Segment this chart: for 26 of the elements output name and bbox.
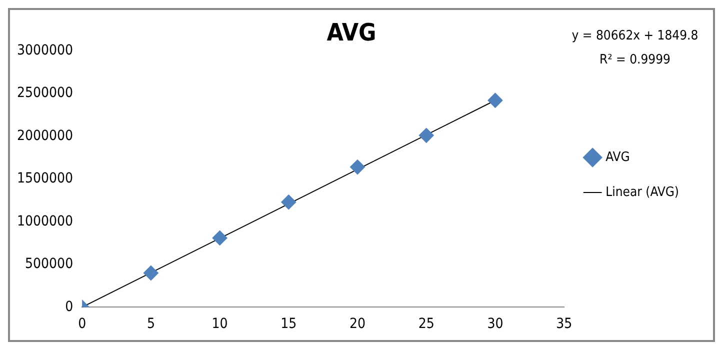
y-tick-label: 0 [65, 298, 74, 315]
y-tick-label: 2500000 [16, 85, 74, 102]
legend-label: Linear (AVG) [606, 184, 680, 200]
text: R² = 0.9999 [600, 52, 670, 68]
point [418, 128, 434, 143]
x-tick-label: 30 [487, 316, 504, 332]
x-tick-label: 10 [212, 316, 228, 332]
point [488, 92, 503, 108]
chart-title: AVG [326, 18, 376, 47]
y-tick-label: 500000 [25, 256, 74, 272]
y-tick-label: 3000000 [16, 42, 74, 58]
x-tick-label: 0 [78, 316, 86, 332]
point [281, 194, 296, 210]
x-tick-label: 5 [146, 316, 155, 332]
point [212, 230, 228, 246]
y-tick-label: 2000000 [16, 128, 74, 144]
legend-label: AVG [606, 150, 630, 165]
text: y = 80662x + 1849.8 [572, 28, 698, 44]
y-tick-label: 1000000 [16, 213, 74, 230]
x-tick-label: 35 [556, 316, 572, 332]
y-tick-label: 1500000 [16, 170, 74, 187]
point [350, 160, 366, 175]
x-tick-label: 15 [280, 316, 297, 332]
x-tick-label: 25 [418, 316, 434, 332]
point [143, 266, 158, 281]
x-tick-label: 20 [349, 316, 366, 332]
